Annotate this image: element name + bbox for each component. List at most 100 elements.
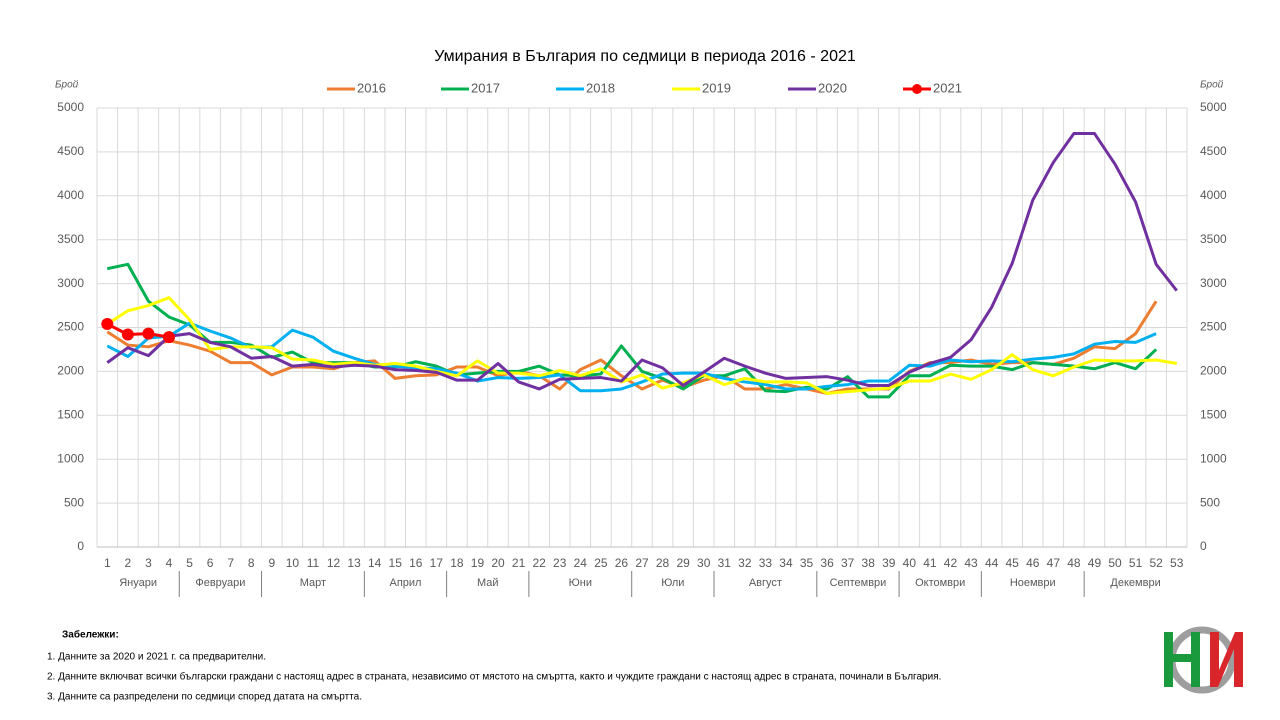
y-tick-label: 5000 [57, 100, 84, 114]
y2-tick-label: 3500 [1200, 232, 1227, 246]
series-line [106, 296, 1177, 395]
month-label: Юни [569, 577, 592, 589]
x-tick-label: 23 [553, 556, 567, 570]
x-tick-label: 18 [450, 556, 464, 570]
month-label: Януари [119, 577, 157, 589]
y2-tick-label: 500 [1200, 495, 1220, 509]
x-tick-label: 47 [1047, 556, 1061, 570]
month-label: Юли [661, 577, 684, 589]
series-line [106, 321, 1157, 393]
x-tick-label: 31 [718, 556, 732, 570]
x-tick-label: 9 [268, 556, 275, 570]
y-tick-label: 1500 [57, 407, 84, 421]
y2-tick-label: 2000 [1200, 364, 1227, 378]
legend-label: 2021 [933, 80, 962, 95]
x-tick-label: 50 [1108, 556, 1122, 570]
series-line [106, 322, 170, 339]
x-tick-label: 51 [1129, 556, 1143, 570]
x-tick-label: 6 [207, 556, 214, 570]
x-tick-label: 28 [656, 556, 670, 570]
y2-tick-label: 1500 [1200, 407, 1227, 421]
y-tick-label: 4000 [57, 188, 84, 202]
x-tick-label: 45 [1006, 556, 1020, 570]
x-tick-label: 15 [389, 556, 403, 570]
notes-heading: Забележки: [62, 629, 119, 641]
month-label: Ноември [1010, 577, 1056, 589]
y2-tick-label: 4500 [1200, 144, 1227, 158]
x-tick-label: 49 [1088, 556, 1102, 570]
x-tick-label: 13 [347, 556, 361, 570]
x-tick-label: 11 [307, 556, 320, 570]
y2-axis-label: Брой [1200, 80, 1224, 91]
y-tick-label: 4500 [57, 144, 84, 158]
legend-label: 2018 [586, 80, 615, 95]
x-tick-label: 25 [594, 556, 608, 570]
note: 1. Данните за 2020 и 2021 г. са предвари… [47, 652, 266, 663]
x-tick-label: 12 [327, 556, 341, 570]
chart-title: Умирания в България по седмици в периода… [434, 48, 856, 65]
y2-tick-label: 1000 [1200, 451, 1227, 465]
x-tick-label: 2 [125, 556, 132, 570]
legend-label: 2019 [702, 80, 731, 95]
month-label: Септември [830, 577, 887, 589]
x-tick-label: 5 [186, 556, 193, 570]
x-tick-label: 16 [409, 556, 423, 570]
month-label: Май [477, 577, 499, 589]
legend-label: 2016 [357, 80, 386, 95]
x-tick-label: 39 [882, 556, 896, 570]
y-tick-label: 0 [77, 539, 84, 553]
series-marker [101, 317, 114, 330]
legend-label: 2020 [818, 80, 847, 95]
y-tick-label: 1000 [57, 451, 84, 465]
y2-tick-label: 0 [1200, 539, 1207, 553]
x-tick-label: 24 [574, 556, 588, 570]
y2-tick-label: 4000 [1200, 188, 1227, 202]
x-tick-label: 33 [759, 556, 773, 570]
x-tick-label: 46 [1026, 556, 1040, 570]
x-tick-label: 42 [944, 556, 958, 570]
x-tick-label: 35 [800, 556, 814, 570]
series-marker [121, 328, 134, 341]
y-tick-label: 3000 [57, 276, 84, 290]
month-label: Март [300, 577, 326, 589]
note: 2. Данните включват всички български гра… [47, 671, 941, 683]
logo [1164, 626, 1243, 694]
y-tick-label: 500 [64, 495, 84, 509]
x-tick-label: 43 [964, 556, 978, 570]
legend-label: 2017 [471, 80, 500, 95]
x-tick-label: 52 [1149, 556, 1163, 570]
x-tick-label: 41 [923, 556, 937, 570]
y2-tick-label: 2500 [1200, 320, 1227, 334]
month-label: Октомври [915, 577, 965, 589]
x-tick-label: 19 [471, 556, 485, 570]
y-tick-label: 3500 [57, 232, 84, 246]
x-tick-label: 44 [985, 556, 999, 570]
x-tick-label: 14 [368, 556, 382, 570]
x-tick-label: 37 [841, 556, 855, 570]
x-tick-label: 30 [697, 556, 711, 570]
series-marker [142, 327, 155, 340]
x-tick-label: 26 [615, 556, 629, 570]
x-tick-label: 29 [676, 556, 690, 570]
x-tick-label: 21 [512, 556, 526, 570]
month-label: Август [749, 577, 782, 589]
y-axis-label: Брой [55, 80, 79, 91]
x-tick-label: 1 [104, 556, 111, 570]
x-tick-label: 27 [635, 556, 649, 570]
x-tick-label: 7 [227, 556, 234, 570]
y-tick-label: 2500 [57, 320, 84, 334]
x-tick-label: 36 [820, 556, 834, 570]
x-tick-label: 22 [532, 556, 546, 570]
month-label: Февруари [195, 577, 245, 589]
x-tick-label: 32 [738, 556, 752, 570]
series-line [106, 131, 1178, 391]
y2-tick-label: 5000 [1200, 100, 1227, 114]
x-tick-label: 3 [145, 556, 152, 570]
x-tick-label: 8 [248, 556, 255, 570]
legend-marker [912, 84, 922, 94]
y-tick-label: 2000 [57, 364, 84, 378]
note: 3. Данните са разпределени по седмици сп… [47, 692, 362, 703]
x-tick-label: 17 [430, 556, 444, 570]
month-label: Декември [1110, 577, 1160, 589]
